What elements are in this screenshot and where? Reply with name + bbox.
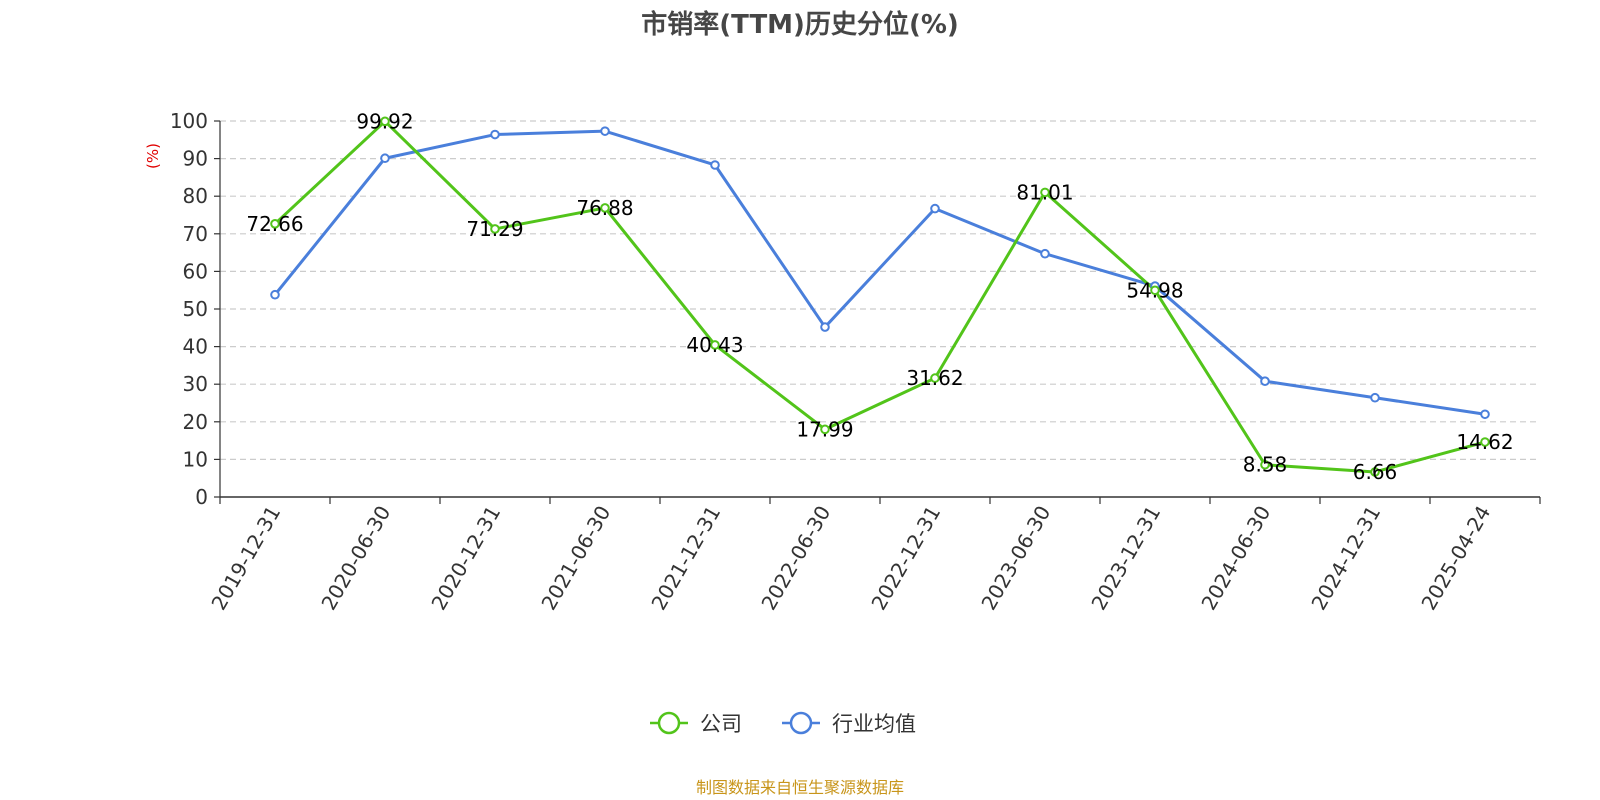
data-label: 8.58 <box>1243 453 1288 477</box>
data-label: 54.98 <box>1126 278 1183 302</box>
x-tick-label: 2022-12-31 <box>866 502 945 615</box>
data-point-industry[interactable] <box>710 160 720 170</box>
y-tick-label: 50 <box>183 297 208 321</box>
data-label: 72.66 <box>246 212 303 236</box>
x-tick-label: 2020-12-31 <box>426 502 505 615</box>
data-label: 6.66 <box>1353 460 1398 484</box>
series-line-company <box>273 119 1486 474</box>
x-tick-label: 2021-12-31 <box>646 502 725 615</box>
series-line-industry <box>273 129 1486 416</box>
y-tick-label: 40 <box>183 335 208 359</box>
x-tick-label: 2025-04-24 <box>1416 502 1495 615</box>
x-tick-label: 2019-12-31 <box>206 502 285 615</box>
data-point-industry[interactable] <box>820 322 830 332</box>
x-tick-label: 2020-06-30 <box>316 502 395 615</box>
data-point-company[interactable] <box>600 203 610 213</box>
data-point-company[interactable] <box>1370 467 1380 477</box>
data-point-company[interactable] <box>270 218 280 229</box>
data-point-company[interactable] <box>820 424 830 435</box>
data-label: 40.43 <box>686 333 743 357</box>
y-tick-label: 30 <box>183 372 208 396</box>
data-point-industry[interactable] <box>600 126 610 136</box>
data-label: 71.29 <box>466 217 523 241</box>
x-tick-label: 2024-12-31 <box>1306 502 1385 615</box>
legend-item-industry[interactable]: 行业均值 <box>782 711 916 736</box>
y-tick-label: 0 <box>195 485 208 509</box>
data-label: 76.88 <box>576 196 633 220</box>
y-axis-label: (%) <box>144 143 162 169</box>
axes: 0 10 20 30 40 50 60 70 80 90 100 2019-12-31 2020-06-… <box>170 109 1541 615</box>
data-label: 31.62 <box>906 366 963 390</box>
data-label: 81.01 <box>1016 180 1073 204</box>
data-point-industry[interactable] <box>1260 376 1270 386</box>
source-note: 制图数据来自恒生聚源数据库 <box>696 778 904 797</box>
data-point-company[interactable] <box>1040 187 1050 198</box>
legend-marker-icon <box>657 711 681 735</box>
x-tick-label: 2023-12-31 <box>1086 502 1165 615</box>
data-point-company[interactable] <box>1480 437 1490 447</box>
y-tick-label: 10 <box>183 447 208 471</box>
y-tick-label: 70 <box>183 222 208 246</box>
data-labels: 72.66 99.92 71.29 76.88 40.43 17.99 31.62 81.01… <box>246 109 1513 484</box>
data-point-company[interactable] <box>1260 459 1270 470</box>
series <box>270 116 1490 477</box>
data-point-company[interactable] <box>710 340 720 350</box>
x-tick-label: 2023-06-30 <box>976 502 1055 615</box>
data-point-industry[interactable] <box>930 203 940 214</box>
legend-item-company[interactable]: 公司 <box>650 711 742 736</box>
data-point-industry[interactable] <box>1370 392 1380 403</box>
chart-title: 市销率(TTM)历史分位(%) <box>641 9 959 40</box>
data-point-industry[interactable] <box>1040 248 1050 259</box>
y-tick-label: 80 <box>183 184 208 208</box>
data-point-company[interactable] <box>490 224 500 234</box>
data-point-industry[interactable] <box>270 289 280 300</box>
legend-label: 行业均值 <box>832 712 916 736</box>
y-tick-label: 90 <box>183 147 208 171</box>
y-tick-label: 60 <box>183 259 208 283</box>
data-point-industry[interactable] <box>380 153 390 164</box>
y-tick-label: 20 <box>183 410 208 434</box>
y-tick-label: 100 <box>170 109 208 133</box>
data-point-company[interactable] <box>380 116 390 127</box>
data-point-industry[interactable] <box>490 129 500 140</box>
x-tick-label: 2022-06-30 <box>756 502 835 615</box>
data-label: 14.62 <box>1456 430 1513 454</box>
data-label: 99.92 <box>356 109 413 133</box>
data-point-industry[interactable] <box>1480 409 1490 420</box>
legend[interactable]: 公司 行业均值 <box>650 711 916 736</box>
x-tick-label: 2021-06-30 <box>536 502 615 615</box>
grid <box>220 120 1540 460</box>
data-point-company[interactable] <box>1150 285 1160 296</box>
data-point-company[interactable] <box>930 373 940 383</box>
x-tick-label: 2024-06-30 <box>1196 502 1275 615</box>
data-label: 17.99 <box>796 417 853 441</box>
legend-label: 公司 <box>700 712 742 736</box>
legend-marker-icon <box>789 711 813 735</box>
